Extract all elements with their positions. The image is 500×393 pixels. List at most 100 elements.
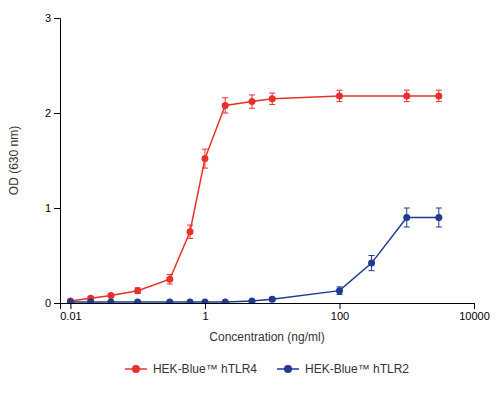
tick: 0.01 xyxy=(60,303,81,322)
error-bar-line xyxy=(269,104,275,105)
y-axis-title: OD (630 nm) xyxy=(7,126,21,195)
tick-label: 3 xyxy=(45,12,51,24)
error-bar xyxy=(167,275,173,285)
error-bar xyxy=(369,256,375,271)
tick: 2 xyxy=(45,107,60,119)
marks xyxy=(67,90,442,303)
point xyxy=(248,298,255,303)
line xyxy=(70,218,438,303)
point xyxy=(201,299,208,303)
tick: 100 xyxy=(331,303,349,322)
error-bar-line xyxy=(249,94,255,95)
point xyxy=(248,98,255,105)
error-bar xyxy=(249,95,255,108)
point xyxy=(435,92,442,99)
error-bar-line xyxy=(336,90,342,91)
tick: 10000 xyxy=(459,303,490,322)
point xyxy=(269,95,276,102)
error-bar-line xyxy=(404,227,410,228)
error-bar xyxy=(436,208,442,227)
error-bar-line xyxy=(336,101,342,102)
tick: 1 xyxy=(45,202,60,214)
error-bar-line xyxy=(167,274,173,275)
point xyxy=(134,299,141,303)
error-bar-line xyxy=(249,108,255,109)
error-bar-line xyxy=(202,168,208,169)
point xyxy=(107,292,114,299)
tick-label: 0 xyxy=(45,297,51,309)
tick-label: 10000 xyxy=(459,310,490,322)
error-bar xyxy=(336,287,342,295)
error-bar xyxy=(336,90,342,101)
error-bar-line xyxy=(404,101,410,102)
tick: 1 xyxy=(202,303,208,322)
error-bar xyxy=(404,90,410,101)
point xyxy=(67,299,74,303)
point xyxy=(87,299,94,303)
point xyxy=(107,299,114,303)
tick-label: 0.01 xyxy=(60,310,81,322)
legend-label: HEK-Blue™ hTLR2 xyxy=(305,362,409,376)
error-bar xyxy=(269,93,275,104)
point xyxy=(368,260,375,267)
error-bar-line xyxy=(202,149,208,150)
error-bar xyxy=(187,225,193,238)
error-bar-line xyxy=(269,93,275,94)
tick-label: 2 xyxy=(45,107,51,119)
line xyxy=(70,96,438,301)
error-bar xyxy=(135,288,141,294)
error-bar-line xyxy=(369,255,375,256)
point xyxy=(222,299,229,303)
tick: 0 xyxy=(45,297,60,309)
error-bar xyxy=(436,90,442,101)
error-bar-line xyxy=(222,97,228,98)
axis-line xyxy=(61,304,475,310)
error-bar-line xyxy=(404,208,410,209)
legend-item: HEK-Blue™ hTLR2 xyxy=(277,362,409,376)
error-bar-line xyxy=(436,208,442,209)
error-bar-line xyxy=(404,90,410,91)
error-bar-line xyxy=(436,90,442,91)
error-bar-line xyxy=(222,113,228,114)
error-bar xyxy=(222,98,228,113)
tick-mark xyxy=(205,303,206,309)
point xyxy=(166,276,173,283)
error-bar-line xyxy=(167,284,173,285)
x-axis: 0.01 1 100 10000 xyxy=(60,303,490,322)
tick-label: 1 xyxy=(202,310,208,322)
point xyxy=(187,299,194,303)
tick-mark xyxy=(70,303,71,309)
tick-mark xyxy=(54,208,60,209)
point xyxy=(336,287,343,294)
tick-label: 1 xyxy=(45,202,51,214)
point xyxy=(435,214,442,221)
point xyxy=(336,92,343,99)
tick-mark xyxy=(474,303,475,309)
error-bar-line xyxy=(187,238,193,239)
point xyxy=(166,299,173,303)
error-bar-line xyxy=(187,225,193,226)
series xyxy=(67,90,442,303)
error-bar-line xyxy=(369,270,375,271)
point xyxy=(403,92,410,99)
legend-item: HEK-Blue™ hTLR4 xyxy=(125,362,257,376)
tick-mark xyxy=(54,303,60,304)
legend-label: HEK-Blue™ hTLR4 xyxy=(153,362,257,376)
point xyxy=(269,296,276,303)
tick-mark xyxy=(54,113,60,114)
plot-area: 0.01 1 100 10000 0 1 2 3 Concentration (ng/ml) OD… xyxy=(7,12,490,344)
point xyxy=(67,298,74,303)
x-axis-title: Concentration (ng/ml) xyxy=(209,330,324,344)
tick-label: 100 xyxy=(331,310,349,322)
legend: HEK-Blue™ hTLR4 HEK-Blue™ hTLR2 xyxy=(125,362,409,376)
tick-mark xyxy=(339,303,340,309)
legend-marker xyxy=(132,365,140,373)
axis-line xyxy=(54,19,61,304)
error-bar xyxy=(202,149,208,168)
y-axis: 0 1 2 3 xyxy=(45,12,61,309)
point xyxy=(222,102,229,109)
point xyxy=(403,214,410,221)
point xyxy=(201,155,208,162)
tick-mark xyxy=(54,18,60,19)
chart: 0.01 1 100 10000 0 1 2 3 Concentration (ng/ml) OD… xyxy=(0,0,500,393)
